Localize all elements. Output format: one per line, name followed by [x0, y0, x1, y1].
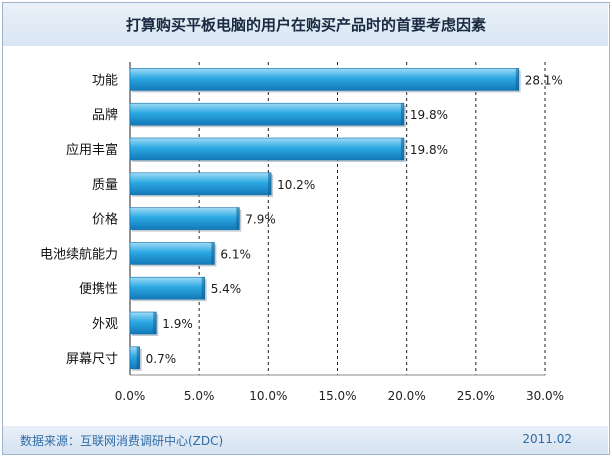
- category-label: 屏幕尺寸: [66, 352, 118, 367]
- category-label: 价格: [92, 212, 118, 228]
- bar-end-cap: [201, 277, 205, 300]
- value-label: 10.2%: [277, 178, 315, 192]
- bar-end-cap: [515, 68, 519, 91]
- value-label: 19.8%: [410, 108, 448, 122]
- category-label: 应用丰富: [66, 142, 118, 158]
- value-label: 19.8%: [410, 143, 448, 157]
- bar: [129, 207, 240, 230]
- value-label: 7.9%: [245, 213, 275, 227]
- bar-end-cap: [136, 346, 140, 369]
- title-band: [3, 3, 608, 46]
- x-tick-label: 10.0%: [249, 389, 287, 403]
- category-label: 质量: [92, 178, 118, 193]
- category-label: 电池续航能力: [40, 246, 118, 262]
- value-label: 1.9%: [162, 317, 193, 331]
- x-tick-label: 30.0%: [526, 389, 564, 403]
- bar-end-cap: [211, 242, 215, 265]
- value-label: 5.4%: [211, 282, 242, 296]
- bar-end-cap: [268, 172, 272, 195]
- bar-end-cap: [400, 103, 404, 126]
- bar-end-cap: [153, 312, 157, 334]
- bar: [129, 102, 405, 126]
- bar: [129, 242, 215, 265]
- category-label: 功能: [92, 73, 118, 88]
- bar: [129, 172, 272, 196]
- category-label: 品牌: [92, 107, 118, 123]
- report-date: 2011.02: [522, 432, 572, 446]
- bar-end-cap: [400, 138, 404, 160]
- bar-end-cap: [236, 207, 240, 230]
- x-tick-label: 20.0%: [388, 389, 426, 403]
- category-label: 便携性: [79, 281, 118, 297]
- data-source: 数据来源：互联网消费调研中心(ZDC): [20, 434, 224, 448]
- value-label: 6.1%: [220, 247, 251, 261]
- footer-band: [3, 426, 608, 454]
- x-tick-label: 5.0%: [184, 389, 215, 403]
- chart-title: 打算购买平板电脑的用户在购买产品时的首要考虑因素: [125, 16, 486, 34]
- value-label: 0.7%: [146, 352, 177, 366]
- x-tick-label: 0.0%: [115, 389, 146, 403]
- x-tick-label: 15.0%: [318, 389, 356, 403]
- bar: [129, 276, 205, 300]
- bar: [129, 68, 520, 91]
- bar: [129, 311, 157, 335]
- value-label: 28.1%: [525, 73, 563, 87]
- x-tick-label: 25.0%: [457, 389, 495, 403]
- category-label: 外观: [92, 317, 118, 332]
- bar: [129, 137, 405, 161]
